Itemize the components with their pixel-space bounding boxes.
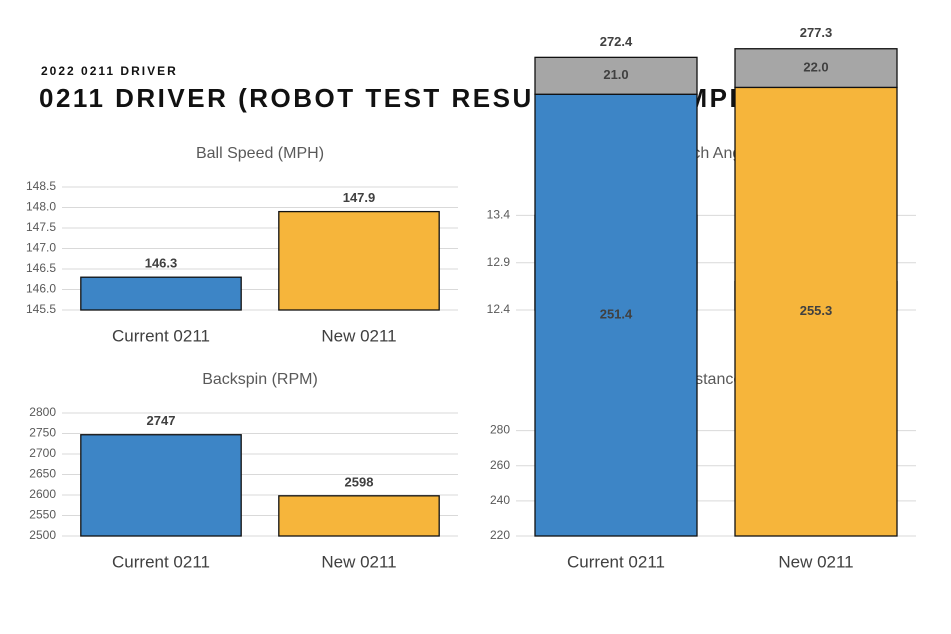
x-tick-label: Current 0211 [112,552,210,571]
bar [80,276,242,311]
value-label: 21.0 [603,67,628,82]
y-tick-label: 146.0 [26,282,56,296]
bar [534,93,698,537]
y-tick-label: 2600 [29,487,56,501]
y-tick-label: 147.5 [26,220,56,234]
value-label: 251.4 [600,307,633,322]
chart-title: Backspin (RPM) [202,371,318,388]
y-tick-label: 2800 [29,405,56,419]
y-tick-label: 145.5 [26,302,56,316]
y-tick-label: 260 [490,458,510,472]
value-label: 2747 [147,413,176,428]
x-tick-label: Current 0211 [567,552,665,571]
value-label: 146.3 [145,256,178,271]
y-tick-label: 240 [490,493,510,507]
bar [278,210,440,311]
y-tick-label: 12.4 [487,302,511,316]
y-tick-label: 148.0 [26,200,56,214]
bar [278,495,440,537]
bar [80,434,242,537]
value-label: 22.0 [803,60,828,75]
y-tick-label: 12.9 [487,255,511,269]
y-tick-label: 147.0 [26,241,56,255]
total-label: 272.4 [600,34,633,49]
y-tick-label: 146.5 [26,261,56,275]
chart-title: Ball Speed (MPH) [196,145,324,162]
value-label: 2598 [345,474,374,489]
bar [734,48,898,89]
bar [734,86,898,537]
y-tick-label: 2700 [29,446,56,460]
y-tick-label: 13.4 [487,208,511,222]
y-tick-label: 2550 [29,508,56,522]
x-tick-label: New 0211 [778,552,853,571]
total-label: 277.3 [800,25,833,40]
kicker: 2022 0211 DRIVER [41,64,178,78]
y-tick-label: 2500 [29,528,56,542]
y-tick-label: 148.5 [26,179,56,193]
y-tick-label: 2650 [29,467,56,481]
value-label: 147.9 [343,190,376,205]
y-tick-label: 2750 [29,426,56,440]
x-tick-label: New 0211 [321,552,396,571]
y-tick-label: 220 [490,528,510,542]
y-tick-label: 280 [490,423,510,437]
x-tick-label: Current 0211 [112,326,210,345]
value-label: 255.3 [800,303,833,318]
x-tick-label: New 0211 [321,326,396,345]
bar [534,56,698,95]
